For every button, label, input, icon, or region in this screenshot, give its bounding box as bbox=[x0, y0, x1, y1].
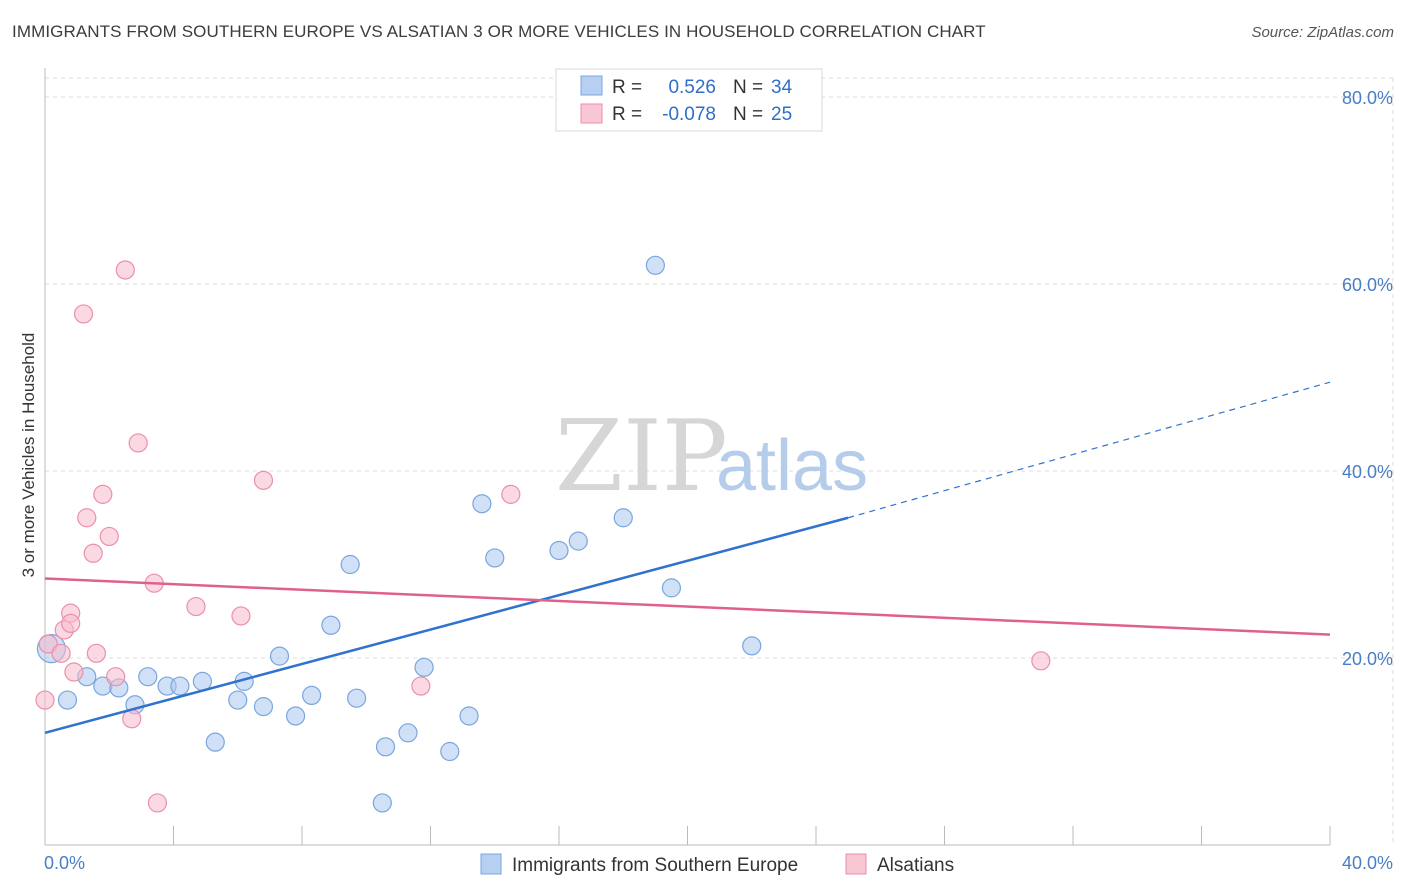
point-immigrants-17 bbox=[321, 615, 341, 635]
x-tick-label-1: 40.0% bbox=[1342, 853, 1393, 873]
legend-n-label-1: N = bbox=[733, 77, 763, 98]
series-label-2: Alsatians bbox=[877, 855, 954, 876]
axes bbox=[44, 68, 1331, 846]
point-alsatians-22 bbox=[411, 676, 431, 696]
point-alsatians-16 bbox=[128, 433, 148, 453]
point-immigrants-18 bbox=[340, 554, 360, 575]
series-swatch-blue bbox=[480, 853, 502, 875]
y-tick-label-1: 40.0% bbox=[1342, 462, 1393, 482]
point-immigrants-21 bbox=[375, 737, 396, 757]
watermark-zip: ZIP bbox=[555, 400, 728, 514]
y-axis-title: 3 or more Vehicles in Household bbox=[19, 333, 38, 578]
watermark-atlas: atlas bbox=[716, 426, 868, 506]
legend-swatch-pink bbox=[580, 103, 603, 124]
point-immigrants-32 bbox=[661, 578, 682, 598]
tick-labels: 20.0% 40.0% 60.0% 80.0% 0.0% 40.0% bbox=[44, 88, 1393, 873]
series-swatch-pink bbox=[845, 853, 867, 875]
legend-n-value-1: 34 bbox=[771, 77, 793, 98]
point-alsatians-2 bbox=[51, 643, 71, 663]
point-immigrants-11 bbox=[228, 690, 248, 710]
legend-n-label-2: N = bbox=[733, 104, 763, 125]
x-tick-label-0: 0.0% bbox=[44, 853, 85, 873]
y-tick-label-3: 80.0% bbox=[1342, 88, 1393, 108]
point-alsatians-19 bbox=[186, 596, 206, 617]
y-tick-label-2: 60.0% bbox=[1342, 275, 1393, 295]
point-alsatians-11 bbox=[93, 484, 113, 504]
point-alsatians-14 bbox=[115, 260, 135, 280]
point-immigrants-10 bbox=[205, 732, 225, 752]
point-immigrants-27 bbox=[485, 548, 505, 568]
point-immigrants-33 bbox=[742, 636, 762, 656]
watermark: ZIP atlas bbox=[555, 400, 868, 514]
series-label-1: Immigrants from Southern Europe bbox=[512, 855, 798, 876]
point-immigrants-15 bbox=[285, 706, 306, 726]
correlation-legend: R = 0.526 N = 34 R = -0.078 N = 25 bbox=[555, 68, 823, 132]
point-alsatians-9 bbox=[83, 543, 103, 563]
point-alsatians-6 bbox=[64, 662, 84, 682]
point-immigrants-24 bbox=[440, 741, 460, 762]
trend-line-immigrants bbox=[44, 516, 849, 735]
point-alsatians-8 bbox=[77, 508, 97, 528]
point-immigrants-14 bbox=[269, 646, 290, 666]
point-immigrants-30 bbox=[613, 508, 633, 528]
point-immigrants-19 bbox=[347, 688, 367, 708]
point-alsatians-0 bbox=[35, 690, 55, 710]
point-alsatians-24 bbox=[1031, 651, 1051, 671]
point-alsatians-10 bbox=[86, 643, 107, 663]
point-immigrants-25 bbox=[459, 706, 479, 726]
point-immigrants-26 bbox=[472, 494, 492, 514]
legend-r-label-2: R = bbox=[612, 104, 642, 125]
point-alsatians-7 bbox=[73, 304, 94, 324]
point-immigrants-6 bbox=[138, 667, 158, 687]
chart-title: IMMIGRANTS FROM SOUTHERN EUROPE VS ALSAT… bbox=[12, 22, 986, 41]
point-immigrants-1 bbox=[57, 690, 78, 710]
point-alsatians-5 bbox=[61, 613, 81, 634]
point-alsatians-23 bbox=[501, 484, 521, 504]
legend-r-value-1: 0.526 bbox=[668, 77, 716, 98]
point-immigrants-29 bbox=[568, 531, 588, 551]
point-alsatians-20 bbox=[231, 606, 251, 626]
source-label: Source: ZipAtlas.com bbox=[1251, 24, 1394, 41]
point-immigrants-13 bbox=[253, 697, 274, 717]
legend-n-value-2: 25 bbox=[771, 104, 792, 125]
series-legend: Immigrants from Southern Europe Alsatian… bbox=[480, 853, 954, 876]
point-immigrants-23 bbox=[414, 657, 434, 677]
point-immigrants-16 bbox=[302, 685, 322, 706]
y-tick-label-0: 20.0% bbox=[1342, 649, 1393, 669]
trend-line-immigrants-extension bbox=[847, 381, 1331, 519]
legend-r-value-2: -0.078 bbox=[662, 104, 716, 125]
point-immigrants-28 bbox=[549, 540, 569, 561]
point-alsatians-18 bbox=[147, 793, 168, 813]
trend-line-alsatians bbox=[44, 577, 1331, 636]
trend-lines bbox=[44, 381, 1331, 735]
point-immigrants-22 bbox=[398, 723, 418, 743]
legend-r-label-1: R = bbox=[612, 77, 642, 98]
point-immigrants-8 bbox=[170, 676, 190, 696]
point-alsatians-12 bbox=[99, 526, 119, 547]
point-alsatians-13 bbox=[106, 667, 126, 687]
data-points bbox=[35, 255, 1051, 813]
legend-swatch-blue bbox=[580, 75, 603, 96]
point-immigrants-20 bbox=[372, 793, 392, 813]
point-alsatians-1 bbox=[38, 634, 58, 654]
point-immigrants-31 bbox=[645, 255, 665, 275]
point-alsatians-21 bbox=[253, 470, 274, 490]
